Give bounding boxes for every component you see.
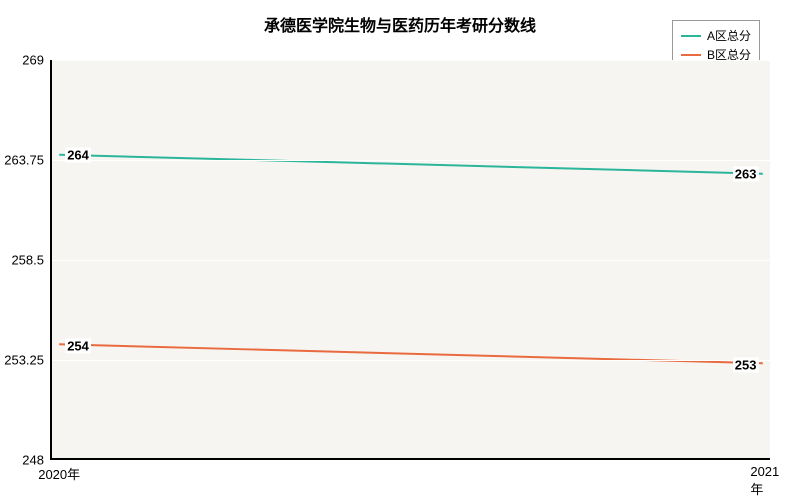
data-label: 253 — [733, 357, 759, 372]
legend-label-a: A区总分 — [707, 27, 751, 44]
ytick-label: 263.75 — [4, 153, 44, 168]
chart-container: 承德医学院生物与医药历年考研分数线 A区总分 B区总分 248253.25258… — [0, 0, 800, 500]
data-label: 263 — [733, 167, 759, 182]
chart-title: 承德医学院生物与医药历年考研分数线 — [264, 12, 536, 36]
plot-area: 248253.25258.5263.752692020年2021年2642632… — [50, 60, 770, 460]
series-line — [59, 155, 763, 174]
ytick-label: 258.5 — [11, 253, 44, 268]
legend-swatch-b — [681, 54, 701, 56]
legend-swatch-a — [681, 35, 701, 37]
ytick-label: 269 — [22, 53, 44, 68]
series-svg — [52, 60, 770, 458]
gridline — [52, 260, 770, 261]
ytick-label: 253.25 — [4, 353, 44, 368]
gridline — [52, 460, 770, 461]
xtick-label: 2021年 — [750, 464, 779, 498]
legend-item-a: A区总分 — [681, 27, 751, 44]
data-label: 264 — [65, 148, 91, 163]
gridline — [52, 60, 770, 61]
gridline — [52, 160, 770, 161]
xtick-label: 2020年 — [38, 464, 80, 483]
data-label: 254 — [65, 338, 91, 353]
gridline — [52, 360, 770, 361]
